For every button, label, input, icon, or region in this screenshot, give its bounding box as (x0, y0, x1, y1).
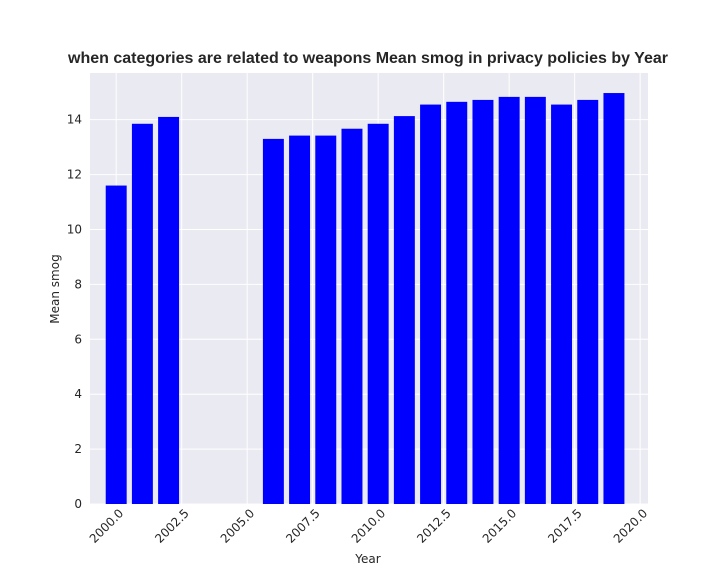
bars (105, 93, 625, 505)
y-tick-label: 4 (74, 387, 82, 401)
y-axis-ticks: 0 2 4 6 8 10 12 14 (67, 113, 82, 511)
bar-2000 (105, 185, 127, 504)
bar-2006 (262, 138, 284, 504)
x-tick-label: 2002.5 (152, 506, 192, 546)
bar-2012 (420, 104, 442, 504)
x-axis-label: Year (354, 552, 380, 566)
y-tick-label: 6 (74, 332, 82, 346)
x-tick-label: 2012.5 (414, 506, 454, 546)
bar-2008 (315, 135, 337, 505)
bar-2017 (551, 104, 573, 504)
bar-2010 (367, 123, 389, 504)
bar-2001 (131, 123, 153, 504)
y-tick-label: 8 (74, 277, 82, 291)
x-tick-label: 2017.5 (545, 506, 585, 546)
y-tick-label: 0 (74, 497, 82, 511)
x-tick-label: 2020.0 (611, 506, 651, 546)
bar-2009 (341, 128, 363, 504)
x-tick-label: 2010.0 (349, 506, 389, 546)
y-tick-label: 12 (67, 168, 82, 182)
y-tick-label: 10 (67, 222, 82, 236)
bar-2015 (498, 96, 520, 505)
x-tick-label: 2005.0 (218, 506, 258, 546)
bar-2018 (577, 99, 599, 504)
x-tick-label: 2015.0 (480, 506, 520, 546)
bar-2014 (472, 99, 494, 504)
x-tick-label: 2000.0 (87, 506, 127, 546)
y-axis-label: Mean smog (48, 254, 62, 323)
bar-2013 (446, 101, 468, 505)
chart-title: when categories are related to weapons M… (67, 50, 668, 67)
x-axis-ticks: 2000.0 2002.5 2005.0 2007.5 2010.0 2012.5 2015… (87, 506, 651, 546)
y-tick-label: 14 (67, 113, 82, 127)
bar-2016 (524, 96, 546, 505)
bar-2007 (289, 135, 311, 505)
bar-2011 (393, 116, 415, 504)
y-tick-label: 2 (74, 442, 82, 456)
bar-2019 (603, 93, 625, 504)
x-tick-label: 2007.5 (283, 506, 323, 546)
bar-2002 (158, 116, 180, 504)
